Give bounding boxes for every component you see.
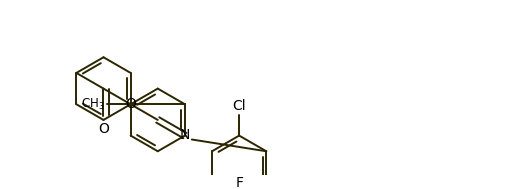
- Text: CH$_3$: CH$_3$: [81, 97, 105, 112]
- Text: N: N: [180, 128, 190, 142]
- Text: F: F: [236, 176, 244, 189]
- Text: O: O: [125, 97, 136, 111]
- Text: Cl: Cl: [232, 99, 246, 113]
- Text: O: O: [98, 122, 109, 136]
